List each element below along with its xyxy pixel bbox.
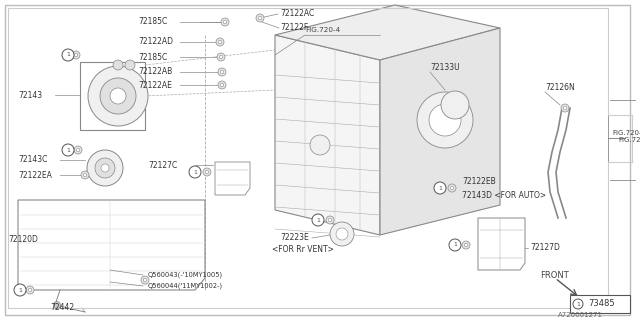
Polygon shape [80, 62, 145, 130]
Text: 72122AC: 72122AC [280, 10, 314, 19]
Circle shape [218, 81, 226, 89]
Text: <FOR Rr VENT>: <FOR Rr VENT> [272, 245, 334, 254]
FancyBboxPatch shape [570, 295, 630, 313]
Circle shape [326, 216, 334, 224]
Polygon shape [18, 200, 205, 290]
Circle shape [330, 222, 354, 246]
Text: 1: 1 [193, 170, 197, 174]
Text: 72127C: 72127C [148, 161, 177, 170]
Circle shape [74, 53, 78, 57]
Circle shape [449, 239, 461, 251]
Circle shape [328, 218, 332, 222]
Text: FIG.720-4: FIG.720-4 [305, 27, 340, 33]
Circle shape [448, 184, 456, 192]
Circle shape [221, 18, 229, 26]
Circle shape [100, 78, 136, 114]
Circle shape [205, 170, 209, 174]
Circle shape [88, 66, 148, 126]
Circle shape [561, 104, 569, 112]
Text: 72133U: 72133U [430, 63, 460, 73]
Text: 73485: 73485 [588, 300, 614, 308]
Text: 1: 1 [66, 52, 70, 58]
Circle shape [14, 284, 26, 296]
Circle shape [76, 148, 80, 152]
Text: 72122F: 72122F [280, 23, 308, 33]
Text: 1: 1 [453, 243, 457, 247]
Text: 1: 1 [438, 186, 442, 190]
Circle shape [83, 173, 87, 177]
Circle shape [312, 214, 324, 226]
Text: 72122AE: 72122AE [138, 81, 172, 90]
Circle shape [462, 241, 470, 249]
Text: 72185C: 72185C [138, 18, 167, 27]
Text: 72127D: 72127D [530, 244, 560, 252]
Text: 72122AB: 72122AB [138, 68, 172, 76]
Circle shape [464, 243, 468, 247]
Circle shape [441, 91, 469, 119]
Circle shape [218, 40, 222, 44]
Text: 72185C: 72185C [138, 52, 167, 61]
Text: 72122EA: 72122EA [18, 171, 52, 180]
Circle shape [223, 20, 227, 24]
Circle shape [310, 135, 330, 155]
Polygon shape [215, 162, 250, 195]
Circle shape [450, 186, 454, 190]
Circle shape [336, 228, 348, 240]
Text: Q560044('11MY1002-): Q560044('11MY1002-) [148, 283, 223, 289]
Text: 72143C: 72143C [18, 156, 47, 164]
Circle shape [110, 88, 126, 104]
Circle shape [28, 288, 32, 292]
Circle shape [220, 70, 224, 74]
Text: 72126N: 72126N [545, 84, 575, 92]
Circle shape [113, 60, 123, 70]
Circle shape [81, 171, 89, 179]
Circle shape [217, 53, 225, 61]
Circle shape [216, 38, 224, 46]
Text: 1: 1 [576, 301, 580, 307]
Polygon shape [478, 218, 525, 270]
Text: Q560043(-'10MY1005): Q560043(-'10MY1005) [148, 272, 223, 278]
Circle shape [218, 68, 226, 76]
Circle shape [220, 83, 224, 87]
Polygon shape [275, 5, 500, 60]
Circle shape [101, 164, 109, 172]
Text: 72143D <FOR AUTO>: 72143D <FOR AUTO> [462, 190, 546, 199]
Text: FIG.720-1: FIG.720-1 [618, 137, 640, 143]
Circle shape [95, 158, 115, 178]
Text: FRONT: FRONT [540, 270, 569, 279]
Circle shape [141, 276, 149, 284]
Text: 72143: 72143 [18, 91, 42, 100]
Circle shape [62, 144, 74, 156]
Circle shape [563, 106, 567, 110]
Text: 1: 1 [18, 287, 22, 292]
Circle shape [256, 14, 264, 22]
Text: FIG.720-1: FIG.720-1 [612, 130, 640, 136]
Circle shape [72, 51, 80, 59]
Text: 72120D: 72120D [8, 236, 38, 244]
Text: 1: 1 [66, 148, 70, 153]
Circle shape [573, 299, 583, 309]
Polygon shape [380, 28, 500, 235]
Text: 72223E: 72223E [280, 234, 308, 243]
Polygon shape [275, 35, 380, 235]
Text: 72122AD: 72122AD [138, 37, 173, 46]
Text: 72442: 72442 [50, 303, 74, 313]
Circle shape [417, 92, 473, 148]
Circle shape [143, 278, 147, 282]
Circle shape [125, 60, 135, 70]
Circle shape [429, 104, 461, 136]
Circle shape [258, 16, 262, 20]
Circle shape [74, 146, 82, 154]
Text: 1: 1 [316, 218, 320, 222]
Circle shape [219, 55, 223, 59]
Circle shape [62, 49, 74, 61]
Text: 72122EB: 72122EB [462, 178, 496, 187]
Circle shape [203, 168, 211, 176]
Circle shape [434, 182, 446, 194]
Text: A720001271: A720001271 [557, 312, 602, 318]
Circle shape [26, 286, 34, 294]
Circle shape [87, 150, 123, 186]
Circle shape [189, 166, 201, 178]
Circle shape [54, 301, 61, 308]
